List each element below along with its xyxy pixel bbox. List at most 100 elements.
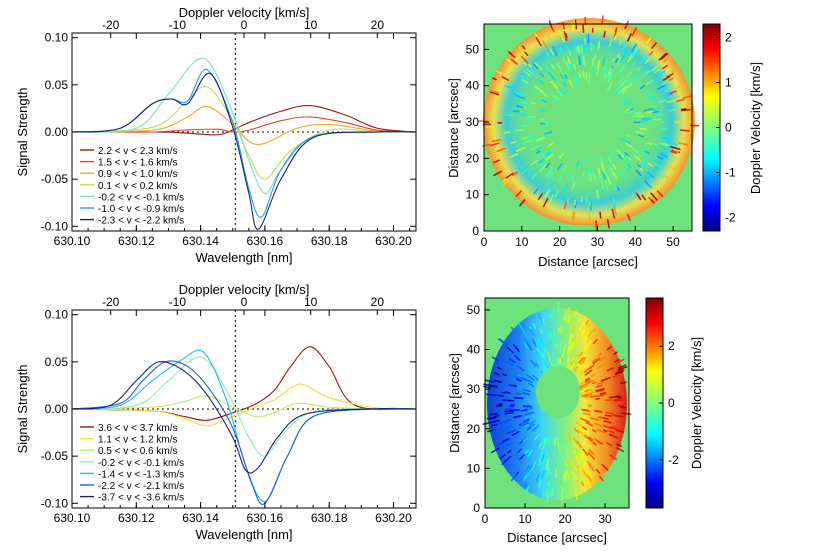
filament: [569, 362, 575, 371]
filament: [644, 58, 651, 65]
filament: [524, 51, 529, 56]
filament: [518, 407, 526, 410]
filament: [527, 135, 535, 139]
x-tick-label: 630.10: [54, 234, 91, 248]
x-tick-label: 630.12: [118, 234, 155, 248]
filament: [603, 73, 607, 79]
filament: [591, 429, 597, 433]
filament: [552, 46, 558, 56]
filament: [627, 163, 631, 168]
filament: [599, 475, 604, 482]
filament: [594, 410, 603, 413]
filament: [547, 142, 554, 147]
filament: [493, 372, 500, 376]
filament: [519, 421, 530, 428]
series-line: [71, 361, 417, 474]
filament: [592, 328, 596, 333]
map-x-tick-label: 10: [518, 512, 532, 526]
filament: [568, 79, 574, 88]
filament: [534, 32, 540, 40]
filament: [578, 321, 584, 332]
filament: [526, 374, 535, 381]
filament: [560, 492, 563, 503]
filament: [667, 141, 678, 146]
filament: [507, 51, 516, 58]
filament: [573, 450, 578, 457]
map-y-tick-label: 0: [472, 224, 479, 238]
filament: [491, 419, 500, 423]
filament: [545, 162, 551, 169]
filament: [516, 437, 522, 441]
filament: [546, 33, 550, 39]
umbra-core: [549, 90, 625, 150]
filament: [613, 351, 618, 355]
filament: [572, 480, 577, 490]
filament: [661, 80, 670, 86]
legend-label: 3.6 < v < 3.7 km/s: [98, 423, 177, 434]
filament: [637, 115, 645, 118]
filament: [680, 129, 691, 132]
legend-label: 0.9 < v < 1.0 km/s: [98, 169, 177, 180]
filament: [559, 345, 562, 354]
filament: [619, 64, 626, 74]
y-tick-label: -0.05: [41, 449, 69, 463]
filament: [579, 452, 585, 459]
filament: [622, 89, 628, 95]
filament: [588, 436, 594, 441]
filament: [578, 350, 584, 357]
series-line: [71, 360, 417, 505]
filament: [656, 171, 665, 179]
map-y-tick-label: 50: [467, 303, 481, 317]
filament: [617, 153, 623, 160]
top-tick-label: -20: [102, 295, 120, 309]
filament: [525, 485, 530, 493]
filament: [519, 453, 526, 461]
filament: [600, 179, 605, 190]
filament: [505, 360, 514, 367]
filament: [513, 396, 524, 400]
filament: [639, 167, 644, 171]
filament: [565, 33, 568, 38]
filament: [534, 338, 539, 347]
filament: [537, 348, 543, 358]
filament: [570, 361, 574, 367]
filament: [606, 81, 613, 91]
filament: [501, 458, 509, 465]
filament: [561, 33, 565, 40]
filament: [662, 58, 669, 63]
filament: [612, 217, 616, 223]
filament: [660, 52, 669, 60]
filament: [663, 135, 670, 138]
filament: [584, 331, 590, 341]
filament: [527, 367, 534, 374]
y-axis-label: Signal Strength: [15, 88, 30, 177]
colorbar-tick-label: 0: [725, 121, 732, 135]
filament: [519, 199, 526, 207]
filament: [582, 70, 585, 79]
filament: [624, 152, 630, 157]
top-tick-label: 20: [371, 18, 385, 32]
filament: [626, 213, 631, 222]
filament: [616, 443, 622, 447]
x-tick-label: 630.10: [54, 511, 91, 525]
filament: [606, 367, 614, 372]
filament: [619, 54, 625, 64]
filament: [536, 440, 541, 447]
filament: [530, 419, 537, 424]
filament: [617, 366, 628, 371]
filament: [526, 68, 535, 76]
filament: [669, 166, 676, 170]
filament: [601, 463, 609, 471]
filament: [569, 63, 573, 71]
filament: [519, 344, 525, 351]
filament: [581, 481, 585, 486]
filament: [666, 72, 674, 78]
filament: [610, 166, 614, 172]
filament: [537, 312, 541, 319]
filament: [538, 158, 544, 164]
filament: [632, 148, 640, 154]
bottom-spectrum-panel: 630.10 630.12 630.14 630.16 630.18 630.20 0.10…: [15, 282, 417, 542]
filament: [559, 47, 563, 52]
filament: [653, 68, 660, 74]
filament: [512, 343, 520, 351]
